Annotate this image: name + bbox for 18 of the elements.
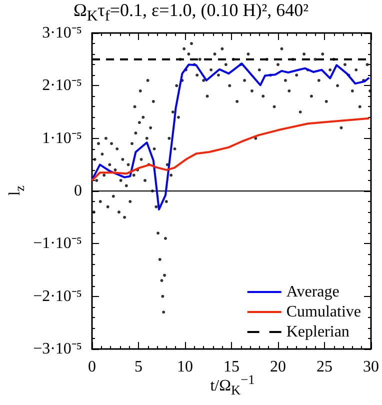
y-tick-label: 0 — [74, 182, 82, 200]
chart-title: Ω$_{K}$τ$_{f}$=0.1, ε=1.0, (0.10 H)², 640² — [72, 0, 310, 26]
x-tick-label: 15 — [224, 358, 240, 376]
y-tick-label: −3·10⁻⁵ — [33, 340, 82, 358]
x-tick-label: 20 — [270, 358, 286, 376]
x-tick-label: 0 — [88, 358, 96, 376]
x-tick-label: 5 — [134, 358, 142, 376]
y-tick-label: −1·10⁻⁵ — [33, 235, 82, 252]
x-tick-label: 30 — [363, 358, 379, 376]
legend-label: Keplerian — [286, 324, 350, 340]
x-tick-label: 25 — [316, 358, 332, 376]
y-tick-label: 1·10⁻⁵ — [42, 130, 82, 147]
legend-label: Average — [286, 284, 340, 300]
y-tick-label: 3·10⁻⁵ — [42, 24, 82, 42]
y-tick-label: −2·10⁻⁵ — [33, 288, 82, 305]
x-tick-label: 10 — [177, 358, 193, 376]
y-tick-label: 2·10⁻⁵ — [42, 77, 82, 94]
legend-label: Cumulative — [286, 304, 361, 320]
